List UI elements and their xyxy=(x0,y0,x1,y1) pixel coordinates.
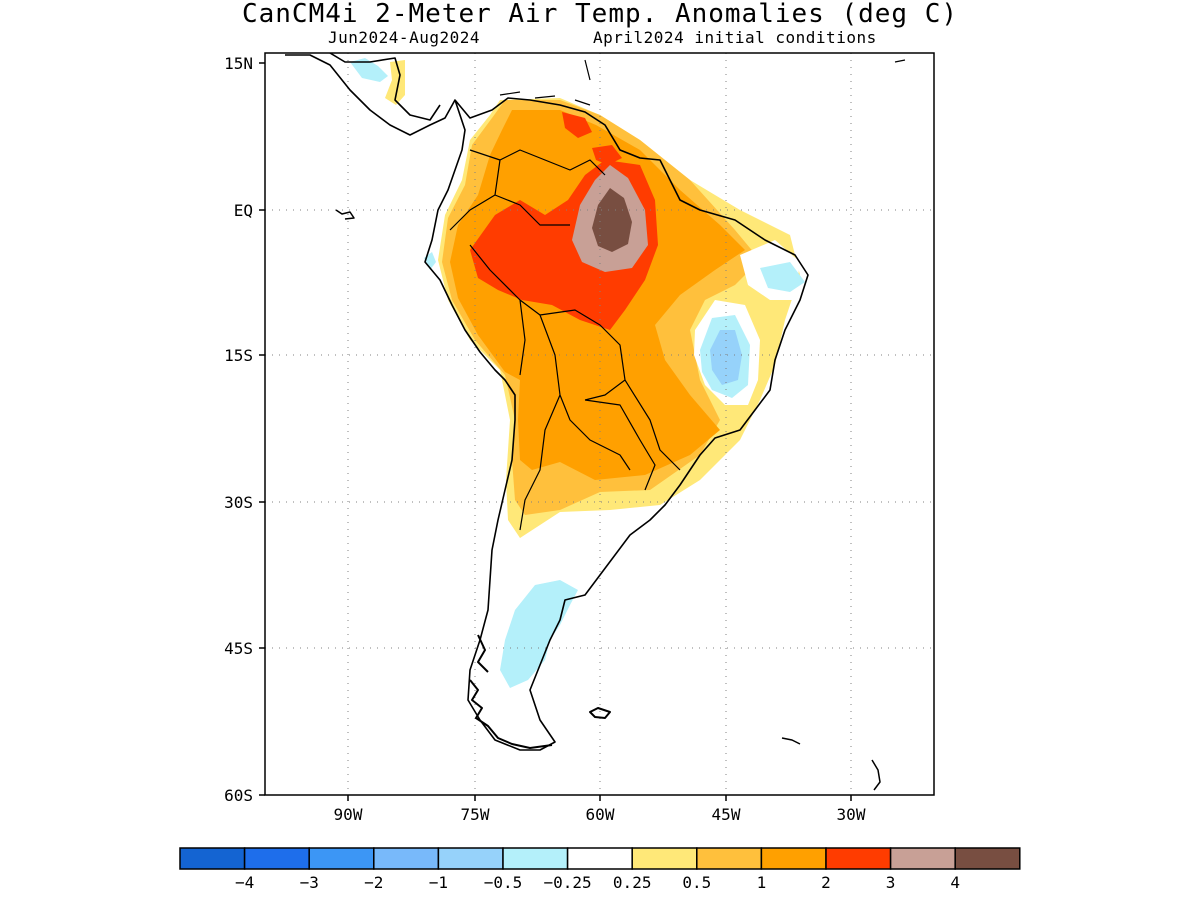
lat-label-15n: 15N xyxy=(224,54,253,73)
colorbar-swatch xyxy=(308,847,375,870)
anomaly-fill-warm-mexico xyxy=(385,60,405,105)
south-georgia xyxy=(781,737,801,745)
lat-label-45s: 45S xyxy=(224,639,253,658)
colorbar-swatch xyxy=(696,847,763,870)
lat-label-15s: 15S xyxy=(224,346,253,365)
anomaly-fill-above-4 xyxy=(592,188,632,252)
lon-label-75w: 75W xyxy=(461,805,490,824)
period-subtitle: Jun2024-Aug2024 xyxy=(328,28,480,47)
anomaly-shading xyxy=(350,58,805,688)
latitude-labels: 15N EQ 15S 30S 45S 60S xyxy=(224,54,253,805)
colorbar-label: −0.25 xyxy=(544,873,592,892)
anomaly-fill-cool-mexico xyxy=(350,58,388,82)
colorbar-swatch xyxy=(760,847,827,870)
colorbar-label: 3 xyxy=(886,873,896,892)
lon-label-90w: 90W xyxy=(334,805,363,824)
country-borders xyxy=(449,149,681,531)
colorbar-label: −3 xyxy=(300,873,319,892)
colorbar-swatch xyxy=(179,847,246,870)
colorbar-swatch xyxy=(437,847,504,870)
lat-label-30s: 30S xyxy=(224,493,253,512)
colorbar-label: −4 xyxy=(235,873,254,892)
colorbar-label: 2 xyxy=(821,873,831,892)
central-america-coastline xyxy=(285,54,456,136)
colorbar-swatch xyxy=(243,847,310,870)
sandwich-islands xyxy=(871,759,881,791)
colorbar-label: −1 xyxy=(429,873,448,892)
init-conditions-subtitle: April2024 initial conditions xyxy=(593,28,877,47)
colorbar-swatch xyxy=(631,847,698,870)
galapagos-islands xyxy=(335,209,355,220)
colorbar-label: 0.5 xyxy=(682,873,711,892)
lon-label-30w: 30W xyxy=(837,805,866,824)
colorbar-swatch xyxy=(954,847,1021,870)
colorbar-label: −2 xyxy=(364,873,383,892)
colorbar: −4 −3 −2 −1 −0.5 −0.25 0.25 0.5 1 2 3 4 xyxy=(179,847,1021,892)
map-title: CanCM4i 2-Meter Air Temp. Anomalies (deg… xyxy=(241,0,959,29)
colorbar-label: 4 xyxy=(950,873,960,892)
colorbar-swatch xyxy=(566,847,633,870)
anomaly-fill-cool-patagonia xyxy=(500,580,578,688)
anomaly-fill-cooler-central xyxy=(710,330,742,385)
coastlines xyxy=(285,53,906,791)
colorbar-label: 0.25 xyxy=(613,873,652,892)
lat-label-60s: 60S xyxy=(224,786,253,805)
anomaly-fill-2-3-coast xyxy=(562,112,592,138)
colorbar-label: 1 xyxy=(757,873,767,892)
colorbar-swatch xyxy=(825,847,892,870)
graticule xyxy=(265,53,934,795)
lon-label-60w: 60W xyxy=(586,805,615,824)
colorbar-swatch xyxy=(502,847,569,870)
falkland-islands xyxy=(589,707,611,719)
chile-archipelago xyxy=(469,634,553,749)
axis-ticks xyxy=(259,62,852,801)
anomaly-fill-2-3-guiana xyxy=(592,145,622,165)
south-america-coastline xyxy=(424,97,809,751)
colorbar-label: −0.5 xyxy=(484,873,523,892)
lon-label-45w: 45W xyxy=(712,805,741,824)
central-america-coastline-north xyxy=(329,53,441,121)
caribbean-islands xyxy=(499,59,906,106)
colorbar-swatch xyxy=(889,847,956,870)
longitude-labels: 90W 75W 60W 45W 30W xyxy=(334,805,866,824)
lat-label-eq: EQ xyxy=(234,201,253,220)
anomaly-fill-neg0.25-neg0.5-ne xyxy=(760,262,805,292)
colorbar-swatch xyxy=(373,847,440,870)
